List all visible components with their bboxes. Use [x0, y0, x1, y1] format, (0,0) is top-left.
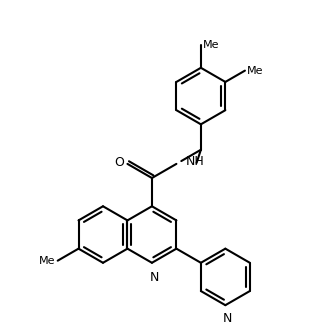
Text: Me: Me — [39, 256, 56, 266]
Text: N: N — [149, 271, 159, 284]
Text: Me: Me — [247, 65, 263, 76]
Text: N: N — [223, 312, 232, 325]
Text: NH: NH — [185, 155, 204, 168]
Text: Me: Me — [203, 40, 219, 50]
Text: O: O — [115, 156, 124, 169]
